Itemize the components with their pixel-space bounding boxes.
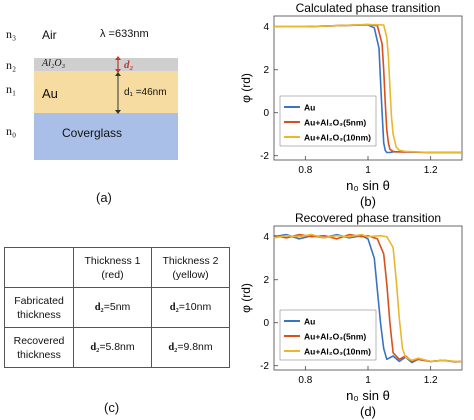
y-tick-label: 2 <box>263 65 269 76</box>
table-corner-cell <box>4 247 74 288</box>
x-tick-label: 0.8 <box>298 165 312 176</box>
layer-n2-index: n₂ <box>6 58 17 72</box>
table-row: Fabricated thickness d₂=5nm d₂=10nm <box>4 287 230 328</box>
x-tick-label: 1 <box>365 165 371 176</box>
d2-symbol: d₂ <box>90 342 100 353</box>
legend-entry: Au+Al₂O₃(5nm) <box>304 332 366 342</box>
table-cell: d₂=5.8nm <box>73 327 152 368</box>
thickness-table: Thickness 1 (red) Thickness 2 (yellow) F… <box>4 247 230 368</box>
y-tick-label: -2 <box>260 361 269 372</box>
wavelength-label: λ =633nm <box>100 28 149 40</box>
layer-n1 <box>34 71 178 113</box>
d2-symbol: d₂ <box>94 302 104 313</box>
table-cell: d₂=10nm <box>151 287 230 328</box>
layer-n1-index: n₁ <box>6 82 17 96</box>
row-label: Recovered thickness <box>4 327 74 368</box>
y-tick-label: -2 <box>260 151 269 162</box>
x-tick-label: 1.2 <box>424 375 438 386</box>
layer-n3-index: n₃ <box>6 27 17 41</box>
legend-entry: Au <box>304 103 315 113</box>
panel-caption: (d) <box>360 404 376 419</box>
chart-recovered: Recovered phase transition -2 0 2 4 0.8 1 1.2 φ … <box>239 211 463 419</box>
layer-n2 <box>34 58 178 71</box>
y-tick-label: 0 <box>263 318 269 329</box>
panel-caption: (b) <box>360 194 376 209</box>
row-label: Fabricated thickness <box>4 287 74 328</box>
y-tick-label: 2 <box>263 275 269 286</box>
x-axis-label: n₀ sin θ <box>346 388 390 403</box>
chart-title: Recovered phase transition <box>295 211 441 225</box>
layer-n0 <box>34 113 178 160</box>
layer-n3-medium: Air <box>42 28 57 42</box>
y-tick-label: 4 <box>263 22 269 33</box>
chart-title: Calculated phase transition <box>296 1 441 15</box>
layer-n0-index: n₀ <box>6 124 17 138</box>
x-tick-label: 1 <box>365 375 371 386</box>
chart-calculated: Calculated phase transition -2 0 2 4 0.8 1 1.2 φ… <box>239 1 463 209</box>
legend-entry: Au+Al₂O₃(5nm) <box>304 118 366 128</box>
table-cell: d₂=9.8nm <box>151 327 230 368</box>
thickness-arrows <box>115 56 121 114</box>
series-line <box>273 233 462 363</box>
x-tick-label: 1.2 <box>424 165 438 176</box>
table-cell: d₂=5nm <box>73 287 152 328</box>
legend-entry: Au <box>304 317 315 327</box>
legend-entry: Au+Al₂O₃(10nm) <box>304 347 371 357</box>
legend-entry: Au+Al₂O₃(10nm) <box>304 133 371 143</box>
header-thickness-1: Thickness 1 (red) <box>73 247 152 288</box>
series-line <box>274 23 462 154</box>
y-tick-label: 4 <box>263 232 269 243</box>
y-axis-label: φ (rd) <box>239 73 253 103</box>
y-axis-label: φ (rd) <box>239 283 253 313</box>
table-header-row: Thickness 1 (red) Thickness 2 (yellow) <box>4 247 230 288</box>
d2-symbol: d₂ <box>169 302 179 313</box>
header-thickness-2: Thickness 2 (yellow) <box>151 247 230 288</box>
layer-n1-medium: Au <box>42 86 58 101</box>
d1-label: d₁ =46nm <box>124 87 167 98</box>
y-tick-label: 0 <box>263 108 269 119</box>
layer-n2-medium: Al₂O₃ <box>42 58 66 69</box>
x-tick-label: 0.8 <box>298 375 312 386</box>
caption-c: (c) <box>104 400 120 415</box>
x-axis-label: n₀ sin θ <box>346 178 390 193</box>
d2-label: d₂ <box>124 59 134 71</box>
d2-symbol: d₂ <box>168 342 178 353</box>
caption-a: (a) <box>96 190 112 205</box>
layer-n0-medium: Coverglass <box>62 126 123 140</box>
table-row: Recovered thickness d₂=5.8nm d₂=9.8nm <box>4 327 230 368</box>
